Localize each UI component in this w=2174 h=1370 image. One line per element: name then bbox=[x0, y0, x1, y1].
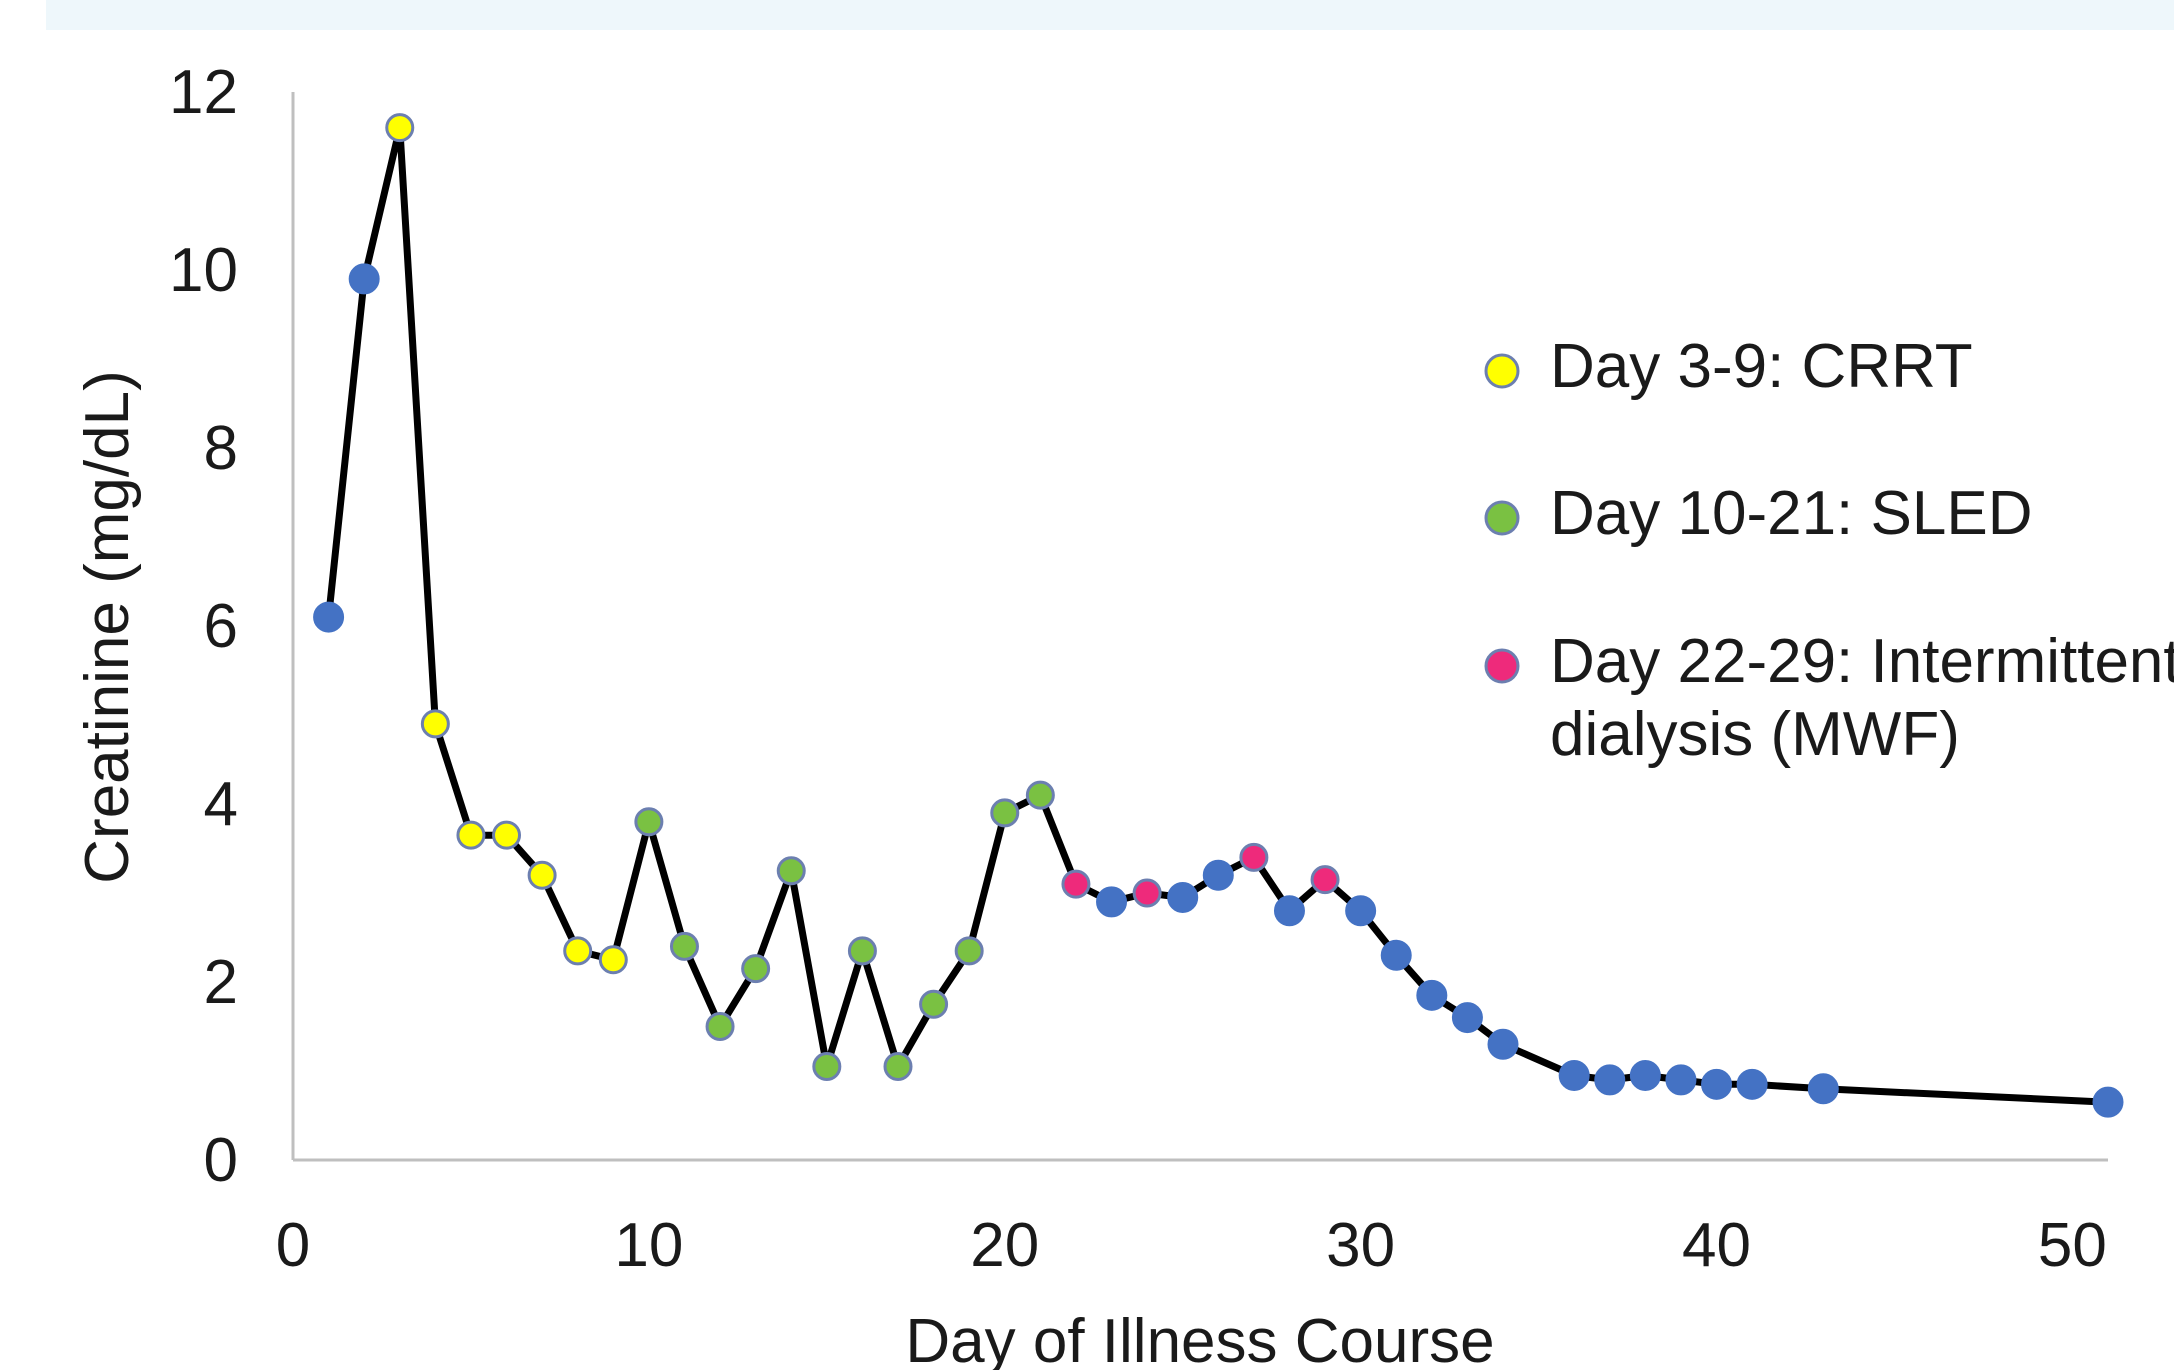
y-tick-label: 6 bbox=[204, 592, 238, 661]
data-point bbox=[883, 1052, 913, 1082]
data-point bbox=[776, 856, 806, 886]
data-point bbox=[563, 936, 593, 966]
data-point bbox=[1807, 1073, 1839, 1105]
data-point bbox=[1096, 886, 1128, 918]
axes bbox=[291, 92, 2108, 1162]
data-point bbox=[705, 1012, 735, 1041]
data-point-markers bbox=[313, 113, 2124, 1118]
data-point bbox=[1345, 895, 1377, 927]
data-point bbox=[919, 989, 949, 1019]
legend-label-intermittent: Day 22-29: Intermittent bbox=[1550, 627, 2174, 696]
data-point bbox=[598, 945, 628, 975]
legend-marker-crrt bbox=[1484, 353, 1520, 389]
data-point bbox=[385, 113, 415, 143]
data-point bbox=[1132, 878, 1162, 908]
data-point bbox=[1202, 859, 1234, 891]
creatinine-series-line bbox=[325, 124, 2109, 1106]
y-tick-label: 10 bbox=[169, 236, 238, 305]
data-point bbox=[1736, 1068, 1768, 1100]
data-point bbox=[1273, 895, 1305, 927]
x-tick-label: 10 bbox=[614, 1211, 683, 1280]
y-tick-label: 4 bbox=[204, 770, 238, 839]
data-point bbox=[669, 931, 699, 961]
data-point bbox=[527, 860, 557, 890]
data-point bbox=[1701, 1068, 1733, 1100]
y-axis-title: Creatinine (mg/dL) bbox=[73, 370, 142, 883]
data-point bbox=[1451, 1002, 1483, 1034]
data-point bbox=[1487, 1028, 1519, 1060]
x-tick-label: 20 bbox=[970, 1211, 1039, 1280]
data-point bbox=[1558, 1059, 1590, 1091]
y-tick-label: 12 bbox=[169, 58, 238, 127]
data-point bbox=[1665, 1064, 1697, 1096]
legend-marker-intermittent bbox=[1484, 648, 1520, 684]
data-point bbox=[1594, 1064, 1626, 1096]
x-axis-title: Day of Illness Course bbox=[905, 1307, 1494, 1370]
legend: Day 3-9: CRRT Day 10-21: SLED Day 22-29: I… bbox=[1484, 332, 2174, 769]
x-tick-label: 50 bbox=[2038, 1211, 2107, 1280]
y-tick-label: 0 bbox=[204, 1126, 238, 1195]
data-point bbox=[313, 601, 345, 633]
data-point bbox=[1239, 842, 1269, 872]
data-point bbox=[1380, 939, 1412, 971]
legend-marker-sled bbox=[1484, 500, 1520, 536]
x-axis-ticks: 0 10 20 30 40 50 bbox=[276, 1211, 2107, 1280]
data-point bbox=[492, 820, 522, 850]
data-point bbox=[456, 820, 486, 850]
y-tick-label: 8 bbox=[204, 414, 238, 483]
data-point bbox=[634, 807, 664, 837]
y-tick-label: 2 bbox=[204, 948, 238, 1017]
data-point bbox=[2092, 1086, 2124, 1118]
data-point bbox=[812, 1052, 842, 1082]
data-point bbox=[420, 709, 450, 739]
top-banner-strip bbox=[46, 0, 2174, 30]
data-point bbox=[1416, 979, 1448, 1011]
x-tick-label: 40 bbox=[1682, 1211, 1751, 1280]
data-point bbox=[847, 936, 877, 966]
legend-label-sled: Day 10-21: SLED bbox=[1550, 479, 2032, 548]
x-tick-label: 30 bbox=[1326, 1211, 1395, 1280]
data-point bbox=[1167, 881, 1199, 913]
data-point bbox=[1310, 865, 1340, 895]
data-point bbox=[1061, 869, 1091, 899]
data-point bbox=[741, 954, 771, 984]
data-point bbox=[1025, 780, 1055, 810]
legend-label-intermittent: dialysis (MWF) bbox=[1550, 700, 1960, 769]
legend-label-crrt: Day 3-9: CRRT bbox=[1550, 332, 1973, 401]
data-point bbox=[348, 263, 380, 295]
data-point bbox=[1629, 1059, 1661, 1091]
data-point bbox=[990, 798, 1020, 828]
data-point bbox=[954, 936, 984, 966]
y-axis-ticks: 0 2 4 6 8 10 12 bbox=[169, 58, 238, 1195]
x-tick-label: 0 bbox=[276, 1211, 310, 1280]
